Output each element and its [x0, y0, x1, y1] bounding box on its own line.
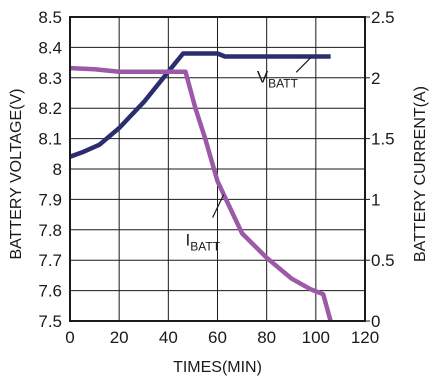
y-left-tick-label: 7.9 — [38, 190, 62, 209]
y-right-tick-label: 2.5 — [371, 8, 395, 27]
tick-labels: 0 20 40 60 80 100 1207.57.67.77.87.988.18.28.3… — [38, 8, 394, 347]
y-left-tick-label: 7.8 — [38, 221, 62, 240]
y-left-tick-label: 8 — [53, 160, 62, 179]
x-tick-label: 0 — [65, 328, 74, 347]
y-right-tick-label: 0.5 — [371, 251, 395, 270]
vbatt-label: VBATT — [257, 67, 299, 90]
series-line-vbatt — [69, 51, 331, 159]
y-left-tick-label: 8.2 — [38, 99, 62, 118]
vbatt-label-sub: BATT — [268, 76, 298, 90]
x-axis-title: TIMES(MIN) — [173, 359, 262, 376]
ibatt-label-sub: BATT — [190, 240, 220, 254]
series-layer — [69, 51, 333, 322]
y-left-tick-label: 7.6 — [38, 282, 62, 301]
ibatt-label: IBATT — [186, 231, 221, 254]
y-left-tick-label: 8.3 — [38, 69, 62, 88]
plot-frame — [69, 16, 366, 322]
y-axis-right-title: BATTERY CURRENT(A) — [412, 86, 429, 262]
x-tick-label: 80 — [257, 328, 276, 347]
vbatt-label-base: V — [257, 67, 269, 86]
y-left-tick-label: 8.1 — [38, 130, 62, 149]
x-tick-label: 120 — [351, 328, 379, 347]
vbatt-label-leader — [295, 57, 312, 73]
y-right-tick-label: 2 — [371, 69, 380, 88]
y-right-tick-label: 1 — [371, 190, 380, 209]
x-tick-label: 60 — [208, 328, 227, 347]
y-left-tick-label: 8.4 — [38, 38, 62, 57]
y-left-tick-label: 8.5 — [38, 8, 62, 27]
y-right-tick-label: 0 — [371, 312, 380, 331]
ibatt-label-base: I — [186, 231, 191, 250]
x-tick-label: 20 — [110, 328, 129, 347]
ibatt-label-leader — [212, 194, 225, 218]
series-line-ibatt — [69, 65, 333, 322]
grid — [69, 16, 366, 322]
y-left-tick-label: 7.7 — [38, 251, 62, 270]
x-tick-label: 40 — [159, 328, 178, 347]
y-axis-left-title: BATTERY VOLTAGE(V) — [8, 89, 25, 260]
x-tick-label: 100 — [302, 328, 330, 347]
y-right-tick-label: 1.5 — [371, 130, 395, 149]
y-left-tick-label: 7.5 — [38, 312, 62, 331]
